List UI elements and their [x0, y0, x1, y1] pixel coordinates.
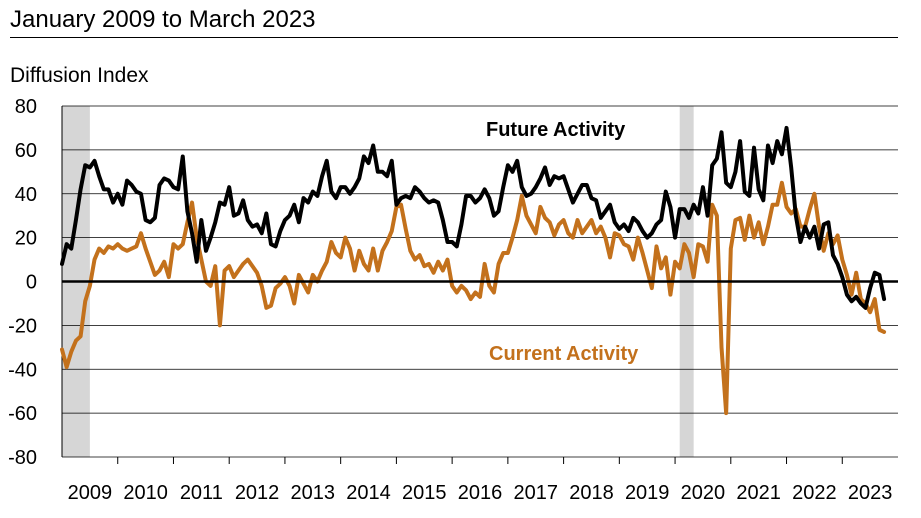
- x-tick-label: 2014: [346, 482, 391, 504]
- x-tick-label: 2012: [235, 482, 280, 504]
- y-tick-label: 60: [15, 140, 37, 162]
- x-tick-label: 2022: [792, 482, 837, 504]
- y-tick-label: 0: [26, 272, 37, 294]
- x-tick-label: 2023: [848, 482, 893, 504]
- x-tick-label: 2021: [736, 482, 781, 504]
- y-tick-label: -80: [8, 447, 37, 469]
- x-tick-label: 2018: [569, 482, 614, 504]
- series-line-current-activity: [60, 180, 887, 416]
- x-tick-label: 2013: [291, 482, 336, 504]
- x-tick-label: 2010: [123, 482, 168, 504]
- x-tick-label: 2019: [625, 482, 670, 504]
- y-tick-label: 20: [15, 228, 37, 250]
- x-tick-label: 2011: [180, 482, 223, 504]
- series-label-future-activity: Future Activity: [486, 119, 626, 141]
- series-label-current-activity: Current Activity: [489, 343, 639, 365]
- y-tick-label: -20: [8, 315, 37, 337]
- y-tick-label: 40: [15, 184, 37, 206]
- y-tick-label: 80: [15, 96, 37, 118]
- x-tick-label: 2009: [68, 482, 113, 504]
- y-tick-label: -40: [8, 359, 37, 381]
- series-lines: [60, 125, 887, 416]
- title-rule: [10, 37, 898, 38]
- y-axis-label: Diffusion Index: [10, 64, 149, 87]
- y-axis-ticks: 80 60 40 20 0 -20 -40 -60 -80: [8, 96, 37, 469]
- x-tick-label: 2016: [458, 482, 503, 504]
- y-tick-label: -60: [8, 403, 37, 425]
- x-tick-label: 2017: [513, 482, 558, 504]
- x-axis-ticks: 2009 2010 2011 2012 2013 2014 2015 2016 2017 2018…: [68, 457, 893, 504]
- x-tick-label: 2020: [681, 482, 726, 504]
- x-tick-label: 2015: [402, 482, 447, 504]
- chart-subtitle: January 2009 to March 2023: [10, 6, 316, 33]
- series-line-future-activity: [60, 125, 887, 310]
